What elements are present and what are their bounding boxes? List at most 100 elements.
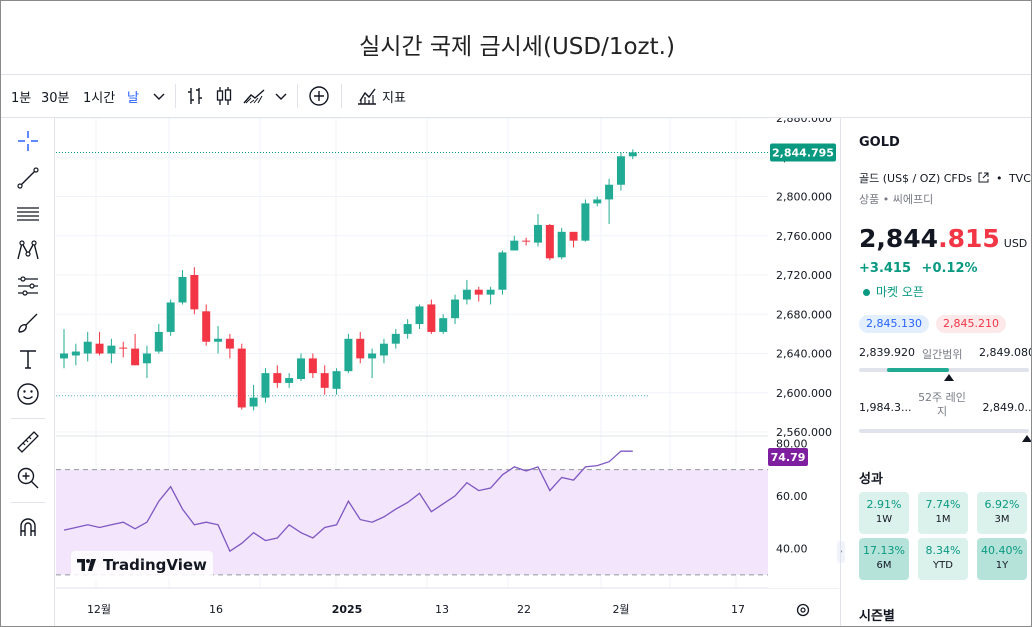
candle-body[interactable] — [308, 358, 317, 374]
tradingview-watermark[interactable]: TradingView — [71, 551, 213, 579]
chevron-down-icon[interactable] — [269, 84, 293, 108]
candle-body[interactable] — [142, 353, 151, 364]
candle-body[interactable] — [261, 373, 270, 398]
candle-body[interactable] — [119, 347, 128, 349]
last-price: 2,844.815 USD — [859, 224, 1027, 253]
candle-body[interactable] — [534, 224, 542, 243]
price-change: +3.415 +0.12% — [859, 261, 978, 276]
interval-1h-button[interactable]: 1시간 — [83, 91, 116, 106]
perf-cell-1m[interactable]: 7.74% 1M — [918, 492, 968, 534]
candle-body[interactable] — [285, 378, 294, 383]
page-title: 실시간 국제 금시세(USD/1ozt.) — [359, 34, 675, 60]
day-low: 2,839.920 — [859, 346, 915, 359]
market-status-text: 마켓 오픈 — [876, 285, 924, 299]
candle-body[interactable] — [190, 275, 199, 310]
candle-body[interactable] — [332, 371, 341, 389]
magnet-icon[interactable] — [15, 514, 41, 540]
52w-range-label: 52주 레인지 — [918, 391, 966, 418]
candle-body[interactable] — [474, 289, 483, 295]
candle-body[interactable] — [451, 299, 460, 319]
candle-body[interactable] — [545, 224, 554, 259]
candle-body[interactable] — [593, 199, 602, 204]
emoji-icon[interactable] — [15, 381, 41, 407]
candle-body[interactable] — [510, 240, 519, 251]
perf-cell-3m[interactable]: 6.92% 3M — [977, 492, 1027, 534]
candle-body[interactable] — [131, 348, 140, 366]
candle-body[interactable] — [320, 373, 329, 388]
bar-chart-type-icon[interactable] — [183, 84, 207, 108]
performance-title: 성과 — [859, 472, 883, 487]
symbol-name[interactable]: GOLD — [859, 135, 900, 150]
external-link-icon[interactable] — [978, 172, 989, 183]
candle-body[interactable] — [166, 302, 175, 332]
candle-body[interactable] — [71, 351, 80, 356]
candle-chart-type-icon[interactable] — [212, 84, 236, 108]
candle-body[interactable] — [249, 397, 258, 407]
interval-1m-button[interactable]: 1분 — [11, 91, 32, 106]
candle-body[interactable] — [356, 338, 365, 359]
zoom-in-icon[interactable] — [15, 465, 41, 491]
candle-body[interactable] — [154, 331, 163, 352]
candle-body[interactable] — [391, 333, 400, 344]
time-tick-label: 2월 — [612, 603, 629, 616]
price-tick-label: 2,640.000 — [776, 348, 832, 361]
forecast-tool-icon[interactable] — [15, 273, 41, 299]
area-chart-type-icon[interactable] — [242, 84, 266, 108]
perf-cell-1y[interactable]: 40.40% 1Y — [977, 538, 1027, 580]
indicators-icon[interactable] — [355, 84, 379, 108]
candle-body[interactable] — [581, 203, 590, 241]
candle-body[interactable] — [273, 373, 282, 383]
candle-body[interactable] — [522, 240, 531, 242]
pattern-icon[interactable] — [15, 237, 41, 263]
candle-body[interactable] — [368, 353, 377, 359]
candle-body[interactable] — [107, 345, 116, 354]
perf-cell-1w[interactable]: 2.91% 1W — [859, 492, 909, 534]
candle-body[interactable] — [297, 358, 305, 380]
candle-body[interactable] — [83, 341, 92, 354]
candle-body[interactable] — [403, 324, 412, 334]
text-tool-icon[interactable] — [15, 346, 41, 372]
candle-body[interactable] — [498, 252, 507, 290]
candle-body[interactable] — [427, 304, 436, 332]
candle-body[interactable] — [605, 184, 614, 200]
interval-30m-button[interactable]: 30분 — [41, 91, 70, 106]
crosshair-icon[interactable] — [15, 128, 41, 154]
candle-body[interactable] — [557, 231, 566, 258]
candle-body[interactable] — [379, 343, 388, 356]
exchange-name[interactable]: TVC — [1008, 172, 1031, 185]
52w-range-bar — [859, 429, 1029, 433]
perf-cell-ytd[interactable]: 8.34% YTD — [918, 538, 968, 580]
bid-price: 2,845.130 — [859, 315, 929, 333]
candle-body[interactable] — [462, 289, 471, 300]
candle-body[interactable] — [344, 338, 353, 372]
interval-day-button[interactable]: 날 — [127, 91, 139, 106]
candle-body[interactable] — [95, 343, 104, 354]
chart-area[interactable]: 2,880.0002,840.0002,800.0002,760.0002,72… — [56, 112, 839, 627]
symbol-description[interactable]: 골드 (US$ / OZ) CFDs — [859, 172, 972, 185]
brush-icon[interactable] — [15, 310, 41, 336]
rsi-line[interactable] — [63, 450, 633, 553]
indicators-button[interactable]: 지표 — [382, 91, 406, 106]
perf-cell-6m[interactable]: 17.13% 6M — [859, 538, 909, 580]
ruler-icon[interactable] — [15, 429, 41, 455]
candle-body[interactable] — [225, 338, 234, 349]
candle-body[interactable] — [202, 311, 211, 342]
candle-body[interactable] — [60, 353, 68, 359]
candle-body[interactable] — [628, 152, 637, 157]
candle-body[interactable] — [486, 289, 495, 295]
candle-body[interactable] — [415, 306, 424, 325]
candle-body[interactable] — [237, 348, 246, 408]
add-compare-icon[interactable] — [307, 84, 331, 108]
chevron-down-icon[interactable] — [147, 84, 171, 108]
settings-gear-icon[interactable] — [796, 603, 810, 617]
candle-body[interactable] — [439, 318, 448, 332]
fib-retracement-icon[interactable] — [15, 201, 41, 227]
candle-body[interactable] — [569, 231, 578, 241]
price-chart[interactable]: 2,880.0002,840.0002,800.0002,760.0002,72… — [56, 112, 839, 627]
candle-body[interactable] — [178, 276, 187, 303]
trend-line-icon[interactable] — [15, 165, 41, 191]
drawing-toolbar — [1, 118, 55, 626]
candle-body[interactable] — [616, 156, 625, 185]
candle-body[interactable] — [214, 338, 223, 342]
